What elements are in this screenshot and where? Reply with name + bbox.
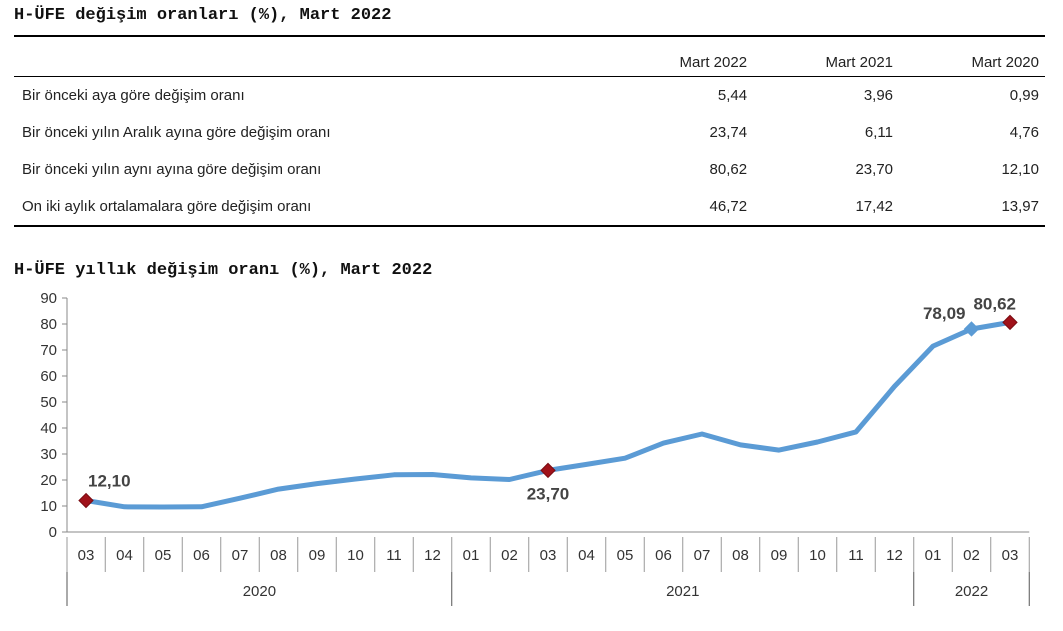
col-header: Mart 2021 xyxy=(825,53,894,71)
x-tick-label: 12 xyxy=(886,547,903,564)
y-tick-label: 50 xyxy=(40,394,57,411)
cell-value: 80,62 xyxy=(709,161,748,178)
cell-value: 6,11 xyxy=(864,124,894,141)
x-tick-label: 06 xyxy=(655,547,672,564)
row-label: Bir önceki yılın aynı ayına göre değişim… xyxy=(22,161,322,178)
table-header-row: Mart 2022 Mart 2021 Mart 2020 xyxy=(14,48,1045,77)
y-tick-label: 30 xyxy=(40,446,57,463)
y-tick-label: 40 xyxy=(40,420,57,437)
table-row: Bir önceki yılın Aralık ayına göre değiş… xyxy=(14,114,1045,151)
y-tick-label: 70 xyxy=(40,342,57,359)
data-point-marker xyxy=(540,462,556,479)
x-tick-label: 05 xyxy=(617,547,634,564)
x-tick-label: 11 xyxy=(386,547,402,564)
x-tick-label: 09 xyxy=(309,547,326,564)
series-line xyxy=(83,319,1013,510)
table-row: On iki aylık ortalamalara göre değişim o… xyxy=(14,188,1045,226)
data-label: 12,10 xyxy=(88,472,131,491)
x-tick-label: 01 xyxy=(925,547,942,564)
x-year-label: 2020 xyxy=(243,583,276,600)
y-tick-label: 20 xyxy=(40,472,57,489)
x-tick-label: 03 xyxy=(540,547,557,564)
row-label: Bir önceki yılın Aralık ayına göre değiş… xyxy=(22,124,331,141)
x-tick-label: 02 xyxy=(501,547,518,564)
x-tick-label: 08 xyxy=(270,547,287,564)
cell-value: 3,96 xyxy=(863,87,894,104)
x-tick-label: 06 xyxy=(193,547,210,564)
x-tick-label: 12 xyxy=(424,547,441,564)
x-year-label: 2021 xyxy=(666,583,699,600)
chart-title: H-ÜFE yıllık değişim oranı (%), Mart 202… xyxy=(14,261,433,280)
data-label: 78,09 xyxy=(923,304,966,323)
x-tick-label: 08 xyxy=(732,547,749,564)
x-tick-label: 10 xyxy=(347,547,364,564)
x-tick-label: 05 xyxy=(155,547,172,564)
x-tick-label: 04 xyxy=(116,547,133,564)
table-row: Bir önceki aya göre değişim oranı 5,44 3… xyxy=(14,76,1045,115)
x-tick-label: 07 xyxy=(232,547,249,564)
row-label: Bir önceki aya göre değişim oranı xyxy=(22,87,245,104)
cell-value: 13,97 xyxy=(1001,198,1039,215)
y-tick-label: 60 xyxy=(40,368,57,385)
data-point-marker xyxy=(78,492,94,509)
data-label: 80,62 xyxy=(973,294,1016,313)
x-tick-label: 07 xyxy=(694,547,711,564)
cell-value: 4,76 xyxy=(1009,124,1039,141)
col-header: Mart 2022 xyxy=(679,53,748,71)
data-point-marker xyxy=(963,321,980,337)
cell-value: 17,42 xyxy=(855,198,894,215)
x-year-label: 2022 xyxy=(955,583,988,600)
row-label: On iki aylık ortalamalara göre değişim o… xyxy=(22,198,312,215)
y-tick-label: 0 xyxy=(49,524,57,541)
rates-table: Mart 2022 Mart 2021 Mart 2020 Bir önceki… xyxy=(14,48,1045,227)
cell-value: 12,10 xyxy=(1001,161,1039,178)
data-point-marker xyxy=(1002,314,1018,331)
data-label: 23,70 xyxy=(527,484,570,503)
x-tick-label: 03 xyxy=(1002,547,1019,564)
x-tick-label: 03 xyxy=(78,547,95,564)
table-title: H-ÜFE değişim oranları (%), Mart 2022 xyxy=(14,6,392,25)
cell-value: 5,44 xyxy=(717,87,748,104)
x-tick-label: 04 xyxy=(578,547,595,564)
x-tick-label: 02 xyxy=(963,547,980,564)
table-row: Bir önceki yılın aynı ayına göre değişim… xyxy=(14,151,1045,188)
x-tick-label: 11 xyxy=(848,547,864,564)
x-tick-label: 09 xyxy=(771,547,788,564)
cell-value: 23,70 xyxy=(855,161,894,178)
y-tick-label: 80 xyxy=(40,316,57,333)
cell-value: 0,99 xyxy=(1009,87,1039,104)
y-tick-label: 90 xyxy=(40,290,57,307)
table-top-rule xyxy=(14,35,1045,37)
cell-value: 46,72 xyxy=(709,198,748,215)
y-tick-label: 10 xyxy=(40,498,57,515)
x-tick-label: 01 xyxy=(463,547,480,564)
col-header: Mart 2020 xyxy=(971,53,1039,71)
cell-value: 23,74 xyxy=(709,124,748,141)
x-tick-label: 10 xyxy=(809,547,826,564)
